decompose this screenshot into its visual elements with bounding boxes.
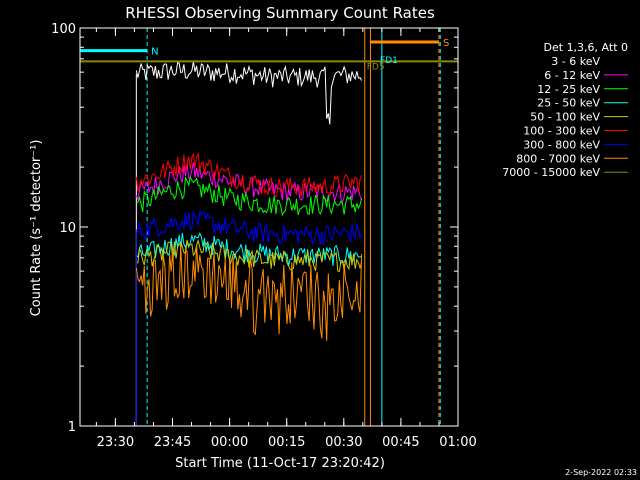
y-tick-label-2: 100 bbox=[51, 22, 76, 37]
y-tick-label-1: 10 bbox=[59, 221, 76, 236]
annotation-label-2: FD5 bbox=[367, 63, 385, 73]
legend-label-3: 25 - 50 keV bbox=[537, 97, 600, 110]
series-6-trace bbox=[135, 210, 363, 246]
legend-label-0: 3 - 6 keV bbox=[551, 55, 600, 68]
legend-label-5: 100 - 300 keV bbox=[523, 125, 600, 138]
x-axis-label: Start Time (11-Oct-17 23:20:42) bbox=[175, 456, 385, 471]
series-0-trace bbox=[135, 61, 363, 125]
legend-title: Det 1,3,6, Att 0 bbox=[544, 41, 628, 54]
footer-timestamp: 2-Sep-2022 02:33 bbox=[565, 468, 637, 477]
y-axis: 1 10 100 bbox=[51, 22, 458, 435]
series-5-trace bbox=[135, 151, 363, 198]
series-4 bbox=[136, 238, 363, 272]
legend-label-1: 6 - 12 keV bbox=[544, 69, 600, 82]
y-tick-label-0: 1 bbox=[68, 420, 76, 435]
series-6 bbox=[135, 210, 363, 426]
x-tick-label-3: 00:15 bbox=[268, 435, 305, 450]
series-2 bbox=[136, 175, 363, 217]
legend-label-4: 50 - 100 keV bbox=[530, 111, 600, 124]
legend-label-2: 12 - 25 keV bbox=[537, 83, 600, 96]
x-axis: 23:30 23:45 00:00 00:15 00:30 00:45 01:00 bbox=[95, 28, 477, 450]
series-7 bbox=[135, 244, 363, 341]
legend-label-6: 300 - 800 keV bbox=[523, 138, 600, 151]
x-tick-label-0: 23:30 bbox=[97, 435, 134, 450]
annotation-label-0: N bbox=[151, 47, 158, 58]
series-4-trace bbox=[136, 238, 363, 272]
x-tick-label-4: 00:30 bbox=[325, 435, 362, 450]
x-tick-label-5: 00:45 bbox=[382, 435, 419, 450]
x-tick-label-1: 23:45 bbox=[154, 435, 191, 450]
series-5 bbox=[135, 151, 363, 198]
y-axis-label: Count Rate (s⁻¹ detector⁻¹) bbox=[29, 140, 44, 317]
legend-label-7: 800 - 7000 keV bbox=[516, 152, 600, 165]
annotation-label-3: FD1 bbox=[380, 56, 398, 66]
annotation-label-1: S bbox=[443, 38, 449, 49]
series-7-trace bbox=[135, 244, 363, 341]
legend-label-8: 7000 - 15000 keV bbox=[502, 166, 600, 179]
x-tick-label-6: 01:00 bbox=[439, 435, 476, 450]
chart-title: RHESSI Observing Summary Count Rates bbox=[125, 4, 435, 22]
x-tick-label-2: 00:00 bbox=[211, 435, 248, 450]
series-2-trace bbox=[136, 175, 363, 217]
